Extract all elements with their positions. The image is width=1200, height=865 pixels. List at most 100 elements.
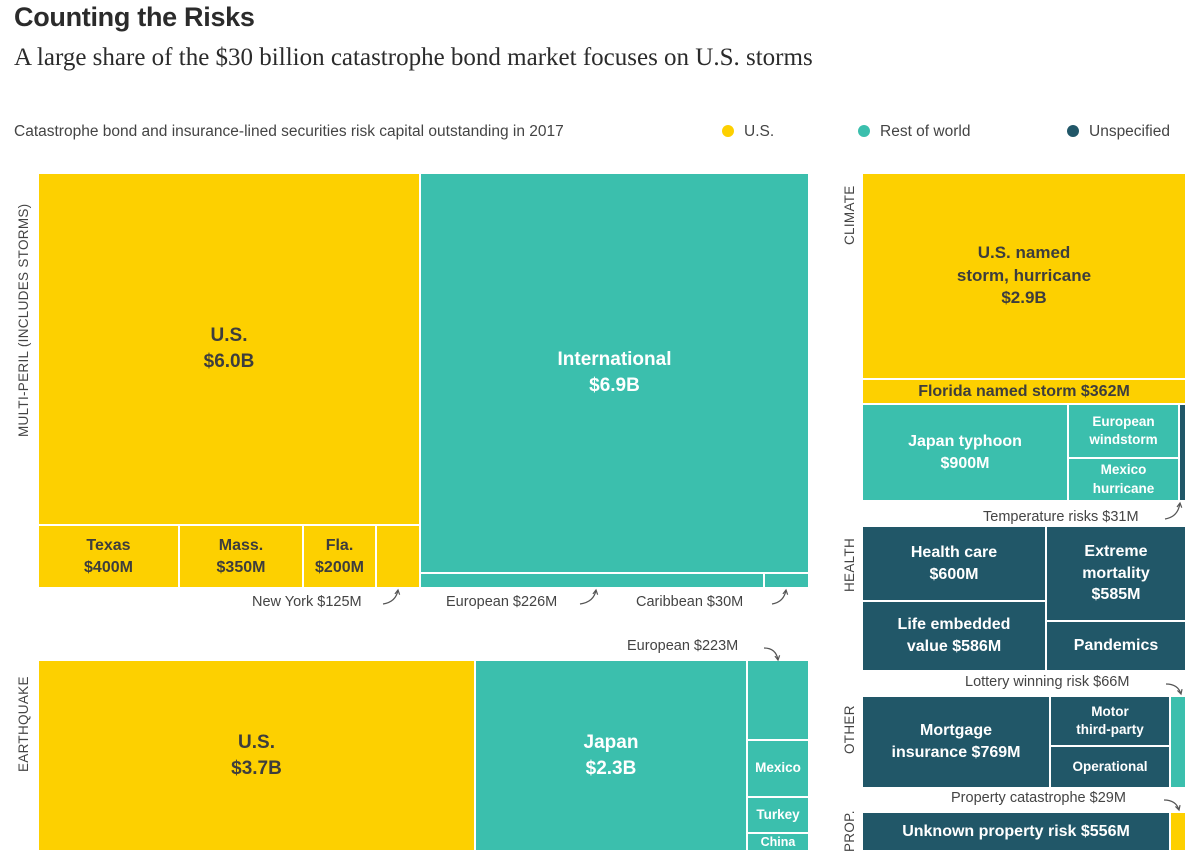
tile-text: Mexico bbox=[755, 759, 801, 777]
tile-label: Mass. $350M bbox=[217, 535, 266, 578]
tile-text: Motor bbox=[1076, 703, 1144, 721]
callout-arrow-european bbox=[580, 590, 596, 604]
tile-health-health-care: Health care $600M bbox=[862, 526, 1046, 601]
tile-health-extreme-mortality: Extreme mortality $585M bbox=[1046, 526, 1186, 621]
category-label-prop: PROP. bbox=[842, 810, 857, 852]
tile-label: Motor third-party bbox=[1076, 703, 1144, 739]
tile-text: Pandemics bbox=[1074, 635, 1158, 657]
tile-other-lottery-winning-risk bbox=[1170, 696, 1186, 788]
tile-label: U.S. $6.0B bbox=[204, 323, 255, 374]
tile-label: U.S. named storm, hurricane $2.9B bbox=[957, 242, 1091, 311]
tile-label: Florida named storm $362M bbox=[918, 381, 1130, 403]
callout-arrow-new-york bbox=[383, 590, 398, 604]
legend-item-u-s: U.S. bbox=[722, 123, 774, 141]
tile-health-life-embedded-value: Life embedded value $586M bbox=[862, 601, 1046, 671]
tile-text: Extreme bbox=[1082, 541, 1150, 563]
tile-text: $200M bbox=[315, 557, 364, 579]
tile-health-pandemics: Pandemics bbox=[1046, 621, 1186, 671]
tile-text: European bbox=[1089, 413, 1157, 431]
tile-text: $3.7B bbox=[231, 756, 282, 782]
category-label-climate: CLIMATE bbox=[842, 185, 857, 245]
callout-arrowhead bbox=[1175, 805, 1180, 810]
legend-swatch bbox=[722, 125, 734, 137]
tile-other-operational: Operational bbox=[1050, 746, 1170, 788]
tile-text: Japan bbox=[584, 730, 639, 756]
tile-text: Mass. bbox=[217, 535, 266, 557]
category-label-other: OTHER bbox=[842, 705, 857, 754]
tile-label: Pandemics bbox=[1074, 635, 1158, 657]
callout-arrow-lottery-winning-risk bbox=[1166, 684, 1181, 694]
tile-text: Operational bbox=[1072, 758, 1147, 776]
callout-arrowhead bbox=[593, 590, 598, 595]
tile-text: hurricane bbox=[1093, 480, 1155, 498]
tile-text: $400M bbox=[84, 557, 133, 579]
tile-label: Health care $600M bbox=[911, 542, 997, 585]
tile-label: Mexico hurricane bbox=[1093, 461, 1155, 497]
tile-label: China bbox=[761, 834, 796, 851]
category-label-multi-peril-includes-storms: MULTI-PERIL (INCLUDES STORMS) bbox=[16, 204, 31, 437]
tile-label: Japan $2.3B bbox=[584, 730, 639, 781]
legend-label: Unspecified bbox=[1089, 123, 1170, 140]
tile-text: Mortgage bbox=[892, 720, 1021, 742]
callout-lottery-winning-risk: Lottery winning risk $66M bbox=[965, 674, 1129, 690]
category-label-health: HEALTH bbox=[842, 538, 857, 592]
tile-earthquake-european bbox=[747, 660, 809, 740]
callout-arrow-property-catastrophe bbox=[1164, 800, 1179, 810]
tile-earthquake-japan: Japan $2.3B bbox=[475, 660, 747, 851]
tile-multi-peril-includes-storms-fla: Fla. $200M bbox=[303, 525, 376, 588]
tile-multi-peril-includes-storms-international: International $6.9B bbox=[420, 173, 809, 573]
tile-label: Unknown property risk $556M bbox=[902, 821, 1130, 843]
tile-text: Fla. bbox=[315, 535, 364, 557]
tile-text: $2.9B bbox=[957, 287, 1091, 310]
callout-arrowhead bbox=[1177, 689, 1182, 694]
callout-new-york: New York $125M bbox=[252, 594, 362, 610]
tile-label: Japan typhoon $900M bbox=[908, 431, 1022, 474]
tile-text: Florida named storm $362M bbox=[918, 381, 1130, 403]
tile-earthquake-turkey: Turkey bbox=[747, 797, 809, 833]
tile-text: $6.0B bbox=[204, 349, 255, 375]
tile-text: U.S. named bbox=[957, 242, 1091, 265]
legend-label: U.S. bbox=[744, 123, 774, 140]
tile-label: Turkey bbox=[756, 806, 799, 824]
tile-multi-peril-includes-storms-texas: Texas $400M bbox=[38, 525, 179, 588]
chart-subtitle: A large share of the $30 billion catastr… bbox=[14, 44, 813, 72]
tile-text: mortality bbox=[1082, 563, 1150, 585]
tile-climate-japan-typhoon: Japan typhoon $900M bbox=[862, 404, 1068, 501]
callout-arrow-temperature-risks bbox=[1165, 503, 1180, 519]
tile-label: International $6.9B bbox=[557, 347, 671, 398]
tile-text: third-party bbox=[1076, 721, 1144, 739]
callout-arrow-caribbean bbox=[772, 590, 786, 604]
tile-prop-property-catastrophe bbox=[1170, 812, 1186, 851]
chart-caption: Catastrophe bond and insurance-lined sec… bbox=[14, 123, 564, 141]
tile-climate-florida-named-storm: Florida named storm $362M bbox=[862, 379, 1186, 404]
legend-label: Rest of world bbox=[880, 123, 970, 140]
tile-text: Turkey bbox=[756, 806, 799, 824]
tile-text: value $586M bbox=[898, 636, 1011, 658]
tile-text: Unknown property risk $556M bbox=[902, 821, 1130, 843]
tile-text: Health care bbox=[911, 542, 997, 564]
legend-item-unspecified: Unspecified bbox=[1067, 123, 1170, 141]
callout-european: European $223M bbox=[627, 638, 738, 654]
callout-arrowhead bbox=[395, 590, 400, 595]
tile-multi-peril-includes-storms-u-s: U.S. $6.0B bbox=[38, 173, 420, 525]
callout-arrowhead bbox=[783, 590, 788, 595]
tile-multi-peril-includes-storms-european bbox=[420, 573, 764, 588]
tile-label: U.S. $3.7B bbox=[231, 730, 282, 781]
tile-label: Operational bbox=[1072, 758, 1147, 776]
tile-text: Life embedded bbox=[898, 614, 1011, 636]
tile-text: $585M bbox=[1082, 584, 1150, 606]
tile-text: $2.3B bbox=[584, 756, 639, 782]
legend-swatch bbox=[858, 125, 870, 137]
legend-swatch bbox=[1067, 125, 1079, 137]
tile-earthquake-china: China bbox=[747, 833, 809, 851]
tile-text: Mexico bbox=[1093, 461, 1155, 479]
tile-multi-peril-includes-storms-caribbean bbox=[764, 573, 809, 588]
tile-climate-european-windstorm: European windstorm bbox=[1068, 404, 1179, 458]
callout-caribbean: Caribbean $30M bbox=[636, 594, 743, 610]
tile-text: International bbox=[557, 347, 671, 373]
tile-text: Japan typhoon bbox=[908, 431, 1022, 453]
tile-label: Life embedded value $586M bbox=[898, 614, 1011, 657]
tile-other-mortgage-insurance: Mortgage insurance $769M bbox=[862, 696, 1050, 788]
tile-other-motor-third-party: Motor third-party bbox=[1050, 696, 1170, 746]
tile-text: $350M bbox=[217, 557, 266, 579]
